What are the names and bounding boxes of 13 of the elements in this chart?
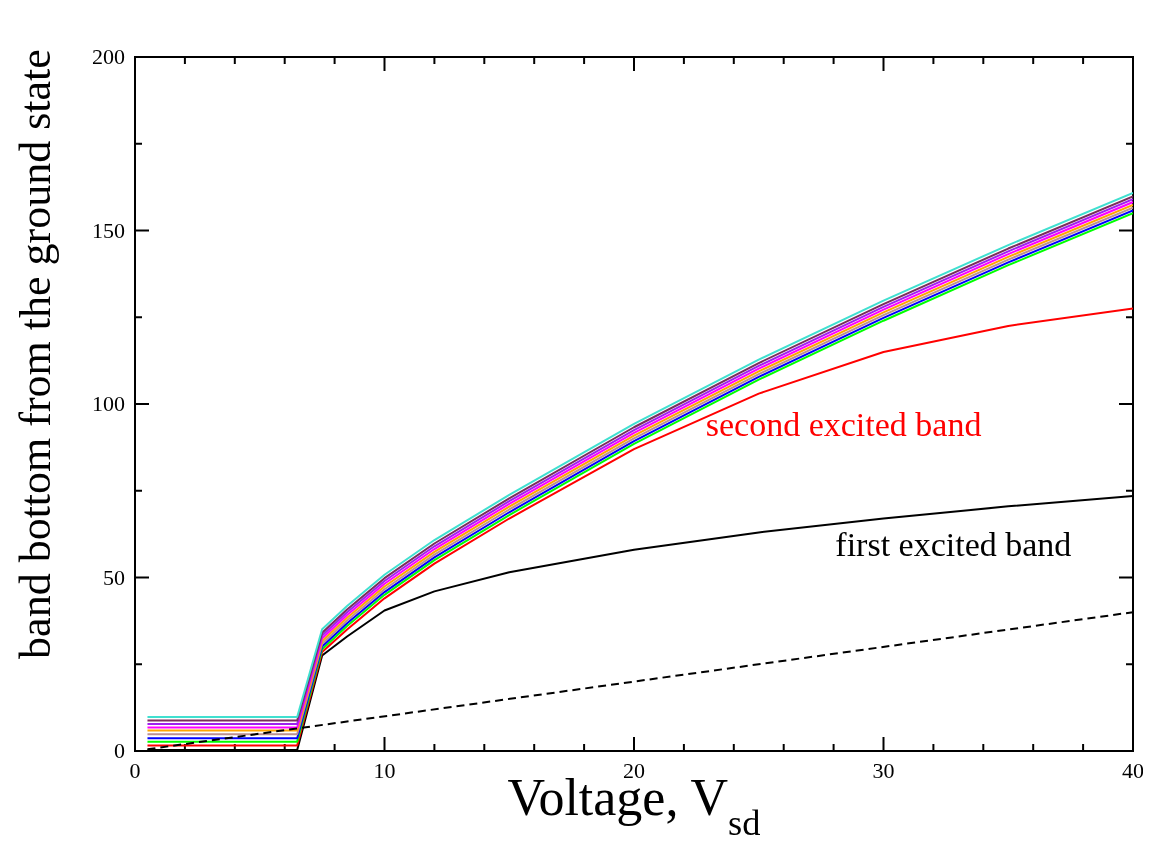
y-tick-label: 50 [103, 564, 125, 590]
x-tick-label: 40 [1122, 758, 1144, 783]
y-axis-title: band bottom from the ground state [11, 49, 60, 659]
y-tick-label: 0 [114, 738, 125, 763]
annotation: second excited band [705, 406, 982, 444]
y-tick-label: 150 [92, 217, 125, 243]
y-tick-label: 100 [92, 391, 125, 416]
x-tick-label: 30 [872, 758, 895, 783]
y-tick-label: 200 [92, 44, 125, 69]
x-tick-label: 0 [129, 758, 141, 783]
annotation: first excited band [835, 526, 1072, 564]
x-tick-label: 20 [623, 758, 645, 783]
x-tick-label: 10 [373, 758, 396, 783]
